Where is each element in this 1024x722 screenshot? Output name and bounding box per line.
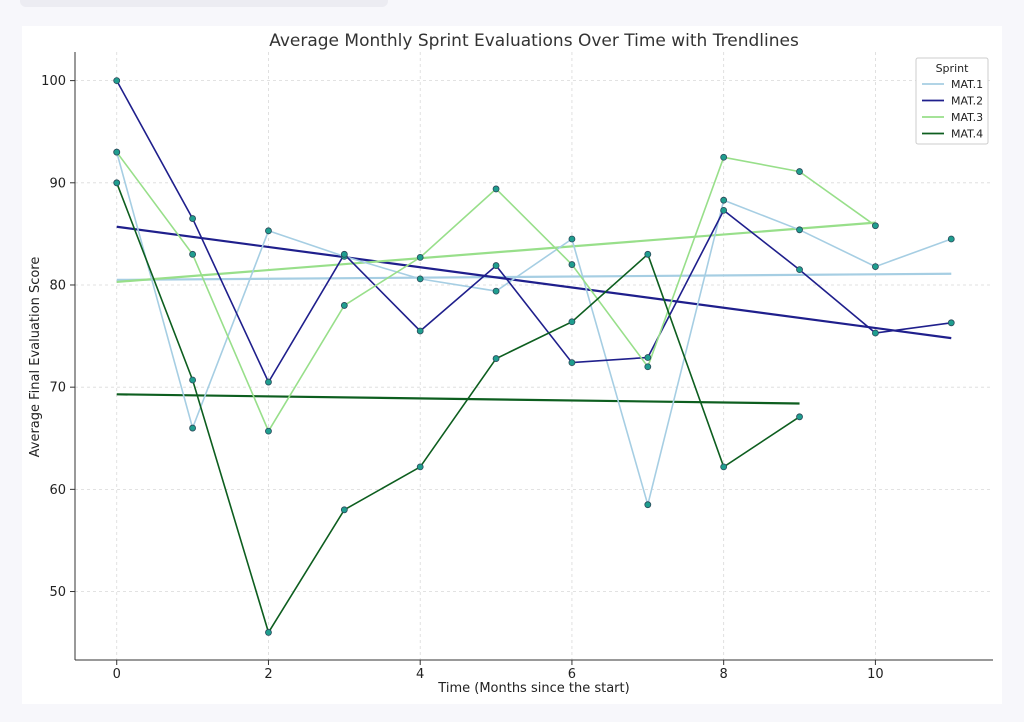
- y-tick-label: 80: [49, 278, 66, 293]
- data-point-mat-1: [720, 196, 728, 204]
- data-point-mat-2: [113, 77, 121, 85]
- window-top-strip: [20, 0, 388, 7]
- data-point-mat-1: [796, 226, 803, 234]
- data-point-mat-1: [644, 501, 652, 509]
- x-tick-label: 8: [720, 667, 728, 682]
- data-point-mat-3: [492, 185, 500, 193]
- legend: Sprint MAT.1 MAT.2 MAT.3 MAT.4: [915, 57, 989, 145]
- legend-items: MAT.1 MAT.2 MAT.3 MAT.4: [922, 78, 983, 141]
- axes: 0 2 4 6 8 10 50 60 70 80 90 100: [41, 52, 993, 682]
- data-point-mat-3: [189, 250, 196, 258]
- y-tick-label: 60: [49, 483, 66, 498]
- data-point-mat-1: [189, 424, 196, 432]
- legend-label-mat-2: MAT.2: [951, 95, 983, 108]
- data-point-mat-3: [720, 153, 728, 161]
- data-point-mat-4: [492, 355, 500, 362]
- trendlines: [116, 221, 952, 405]
- legend-label-mat-3: MAT.3: [951, 111, 983, 124]
- trendline-mat-4: [116, 393, 800, 405]
- series-line-mat-4: [115, 182, 800, 635]
- trendline-mat-1: [116, 272, 952, 281]
- data-point-mat-3: [796, 168, 803, 175]
- data-point-mat-1: [416, 275, 424, 283]
- trendline-mat-2: [116, 225, 952, 340]
- data-point-mat-1: [265, 227, 272, 235]
- data-point-mat-2: [720, 206, 728, 214]
- data-point-mat-4: [340, 506, 348, 514]
- data-point-mat-3: [340, 302, 348, 309]
- data-point-mat-1: [947, 235, 955, 243]
- data-point-mat-3: [416, 253, 424, 261]
- data-point-mat-4: [113, 179, 121, 187]
- data-point-mat-2: [568, 359, 576, 367]
- data-point-mat-1: [492, 287, 500, 295]
- data-point-mat-3: [265, 427, 272, 435]
- data-point-mat-4: [796, 413, 803, 421]
- data-point-mat-1: [872, 263, 879, 270]
- y-tick-label: 70: [49, 381, 66, 396]
- data-point-mat-3: [568, 261, 576, 268]
- legend-label-mat-4: MAT.4: [951, 128, 983, 141]
- data-point-mat-2: [416, 327, 424, 335]
- data-point-mat-3: [872, 222, 879, 230]
- data-point-mat-2: [492, 262, 500, 269]
- legend-label-mat-1: MAT.1: [951, 78, 983, 91]
- chart-title: Average Monthly Sprint Evaluations Over …: [269, 31, 799, 51]
- data-point-mat-4: [265, 629, 272, 636]
- data-point-mat-4: [416, 463, 424, 471]
- y-tick-label: 100: [41, 74, 66, 89]
- series-line-mat-2: [115, 80, 952, 384]
- data-point-mat-2: [947, 319, 955, 327]
- data-point-mat-2: [796, 266, 803, 274]
- data-point-mat-1: [568, 235, 576, 243]
- data-point-mat-3: [113, 148, 121, 156]
- trendline-mat-3: [116, 221, 876, 284]
- legend-box: [915, 57, 989, 145]
- series-line-mat-1: [115, 151, 952, 508]
- legend-title: Sprint: [936, 62, 970, 75]
- x-tick-label: 0: [113, 667, 121, 682]
- data-point-mat-2: [872, 329, 879, 337]
- x-axis-title: Time (Months since the start): [437, 681, 629, 696]
- data-point-mat-2: [265, 378, 272, 386]
- x-tick-label: 4: [416, 667, 424, 682]
- y-tick-label: 50: [49, 585, 66, 600]
- grid: [75, 52, 993, 660]
- data-point-mat-4: [720, 463, 728, 471]
- data-point-mat-2: [189, 215, 196, 222]
- x-tick-label: 10: [867, 667, 884, 682]
- y-axis-title: Average Final Evaluation Score: [28, 257, 43, 458]
- data-point-mat-4: [189, 376, 196, 384]
- data-point-mat-4: [644, 250, 652, 258]
- data-point-mat-3: [644, 363, 652, 371]
- series-lines: [115, 80, 952, 635]
- x-tick-label: 6: [568, 667, 576, 682]
- x-tick-label: 2: [264, 667, 272, 682]
- chart-panel: [22, 26, 1002, 704]
- data-point-mat-4: [568, 318, 576, 326]
- data-points: [113, 77, 955, 636]
- y-tick-label: 90: [49, 176, 66, 191]
- data-point-mat-2: [340, 250, 348, 258]
- data-point-mat-2: [644, 354, 652, 361]
